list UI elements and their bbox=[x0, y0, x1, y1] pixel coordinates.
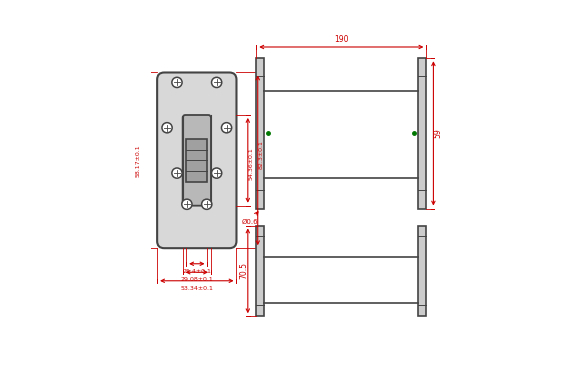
Text: 58.17±0.1: 58.17±0.1 bbox=[136, 144, 141, 177]
Circle shape bbox=[172, 168, 182, 178]
Text: 54.36±0.1: 54.36±0.1 bbox=[249, 147, 254, 180]
Bar bbox=[256, 59, 264, 209]
FancyBboxPatch shape bbox=[157, 72, 236, 248]
Text: 70.5: 70.5 bbox=[239, 262, 248, 279]
Text: 25.4±0.1: 25.4±0.1 bbox=[182, 269, 211, 274]
FancyBboxPatch shape bbox=[182, 115, 211, 206]
Text: Ø0.6: Ø0.6 bbox=[242, 212, 259, 225]
Text: 59: 59 bbox=[433, 128, 442, 138]
Text: 29.08±0.1: 29.08±0.1 bbox=[180, 277, 213, 282]
Circle shape bbox=[212, 168, 222, 178]
Circle shape bbox=[201, 199, 212, 209]
Circle shape bbox=[221, 123, 232, 133]
Circle shape bbox=[162, 123, 172, 133]
Text: 53.34±0.1: 53.34±0.1 bbox=[180, 286, 213, 291]
Bar bbox=[256, 226, 264, 316]
Circle shape bbox=[182, 199, 192, 209]
Circle shape bbox=[212, 77, 222, 88]
Bar bbox=[186, 139, 208, 181]
Bar bbox=[418, 226, 426, 316]
Text: 190: 190 bbox=[334, 35, 348, 43]
Bar bbox=[418, 59, 426, 209]
Circle shape bbox=[172, 77, 182, 88]
Text: 82.3±0.1: 82.3±0.1 bbox=[259, 140, 264, 169]
